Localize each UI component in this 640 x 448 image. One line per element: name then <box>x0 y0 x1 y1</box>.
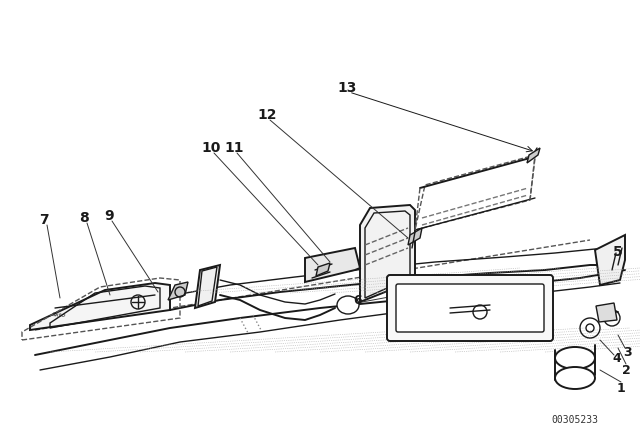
Text: 2: 2 <box>621 363 630 376</box>
Polygon shape <box>316 263 330 276</box>
Polygon shape <box>527 148 540 163</box>
Ellipse shape <box>555 367 595 389</box>
Polygon shape <box>408 228 422 245</box>
Text: 4: 4 <box>612 352 621 365</box>
Text: 6: 6 <box>354 293 362 306</box>
Ellipse shape <box>337 296 359 314</box>
Text: 7: 7 <box>39 213 49 227</box>
Text: 13: 13 <box>337 81 356 95</box>
Ellipse shape <box>555 347 595 369</box>
Polygon shape <box>168 282 188 300</box>
Text: 12: 12 <box>257 108 276 122</box>
Polygon shape <box>360 205 415 302</box>
Text: Sxto: Sxto <box>52 312 67 318</box>
Text: 3: 3 <box>624 345 632 358</box>
Text: 1: 1 <box>616 382 625 395</box>
Polygon shape <box>30 283 170 330</box>
Polygon shape <box>596 303 617 322</box>
FancyBboxPatch shape <box>387 275 553 341</box>
Polygon shape <box>305 248 360 282</box>
Polygon shape <box>595 235 625 285</box>
Text: 11: 11 <box>224 141 244 155</box>
Text: 8: 8 <box>79 211 89 225</box>
Circle shape <box>609 315 615 321</box>
Polygon shape <box>195 265 220 308</box>
FancyBboxPatch shape <box>396 284 544 332</box>
Text: 9: 9 <box>104 209 114 223</box>
Text: 00305233: 00305233 <box>552 415 598 425</box>
Text: 10: 10 <box>202 141 221 155</box>
Text: 5: 5 <box>613 245 623 259</box>
